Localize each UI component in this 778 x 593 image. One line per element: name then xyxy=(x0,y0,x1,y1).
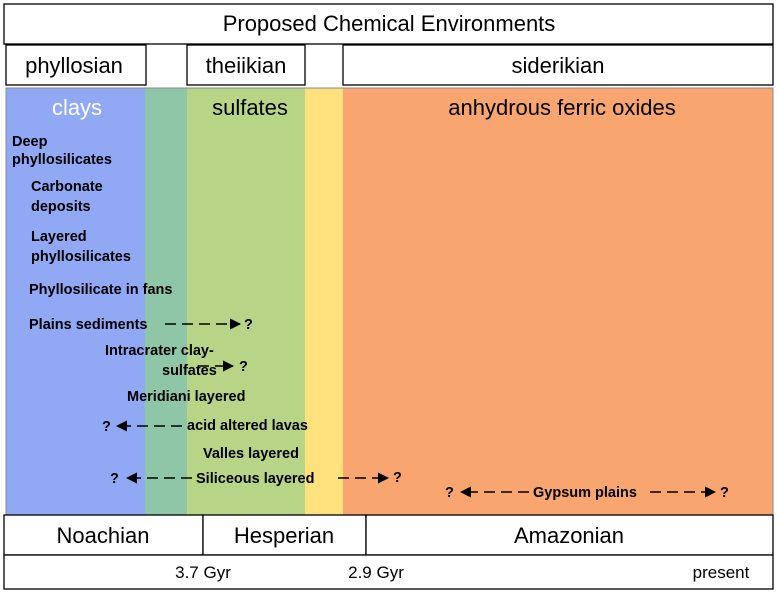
env-box xyxy=(186,44,306,86)
env-box xyxy=(5,44,147,86)
deposit: sulfates xyxy=(162,363,217,379)
band xyxy=(343,88,773,515)
deposit: Valles layered xyxy=(203,446,299,462)
era-label: Noachian xyxy=(57,523,150,548)
time-label: present xyxy=(693,563,750,582)
unknown: ? xyxy=(445,485,454,501)
deposit: phyllosilicates xyxy=(31,249,131,265)
time-label: 2.9 Gyr xyxy=(348,563,404,582)
deposit: Phyllosilicate in fans xyxy=(29,282,172,298)
deposit: Carbonate xyxy=(31,179,103,195)
unknown: ? xyxy=(110,471,119,487)
deposit: Siliceous layered xyxy=(196,471,314,487)
unknown: ? xyxy=(393,470,402,486)
unknown: ? xyxy=(720,485,729,501)
era-box xyxy=(365,514,774,556)
env-label: siderikian xyxy=(512,53,605,78)
band-label: anhydrous ferric oxides xyxy=(448,95,675,120)
title: Proposed Chemical Environments xyxy=(223,11,556,36)
time-box xyxy=(3,554,774,590)
unknown: ? xyxy=(244,317,253,333)
band xyxy=(187,88,305,515)
band-label: sulfates xyxy=(212,95,288,120)
deposit: Deep xyxy=(12,134,48,150)
time-label: 3.7 Gyr xyxy=(175,563,231,582)
deposit: Layered xyxy=(31,229,87,245)
deposit: Gypsum plains xyxy=(533,485,637,501)
deposit: acid altered lavas xyxy=(187,418,308,434)
env-label: phyllosian xyxy=(25,53,123,78)
era-label: Hesperian xyxy=(234,523,334,548)
era-label: Amazonian xyxy=(514,523,624,548)
deposit: Plains sediments xyxy=(29,317,147,333)
unknown: ? xyxy=(102,419,111,435)
band xyxy=(305,88,343,515)
env-label: theiikian xyxy=(206,53,287,78)
band xyxy=(6,88,145,515)
deposit: Intracrater clay- xyxy=(105,343,214,359)
deposit: deposits xyxy=(31,199,91,215)
band xyxy=(145,88,187,515)
title-box xyxy=(3,3,774,45)
unknown: ? xyxy=(239,359,248,375)
env-box xyxy=(342,44,774,86)
band-label: clays xyxy=(52,95,102,120)
deposit: phyllosilicates xyxy=(12,152,112,168)
deposit: Meridiani layered xyxy=(127,389,245,405)
era-box xyxy=(3,514,204,556)
